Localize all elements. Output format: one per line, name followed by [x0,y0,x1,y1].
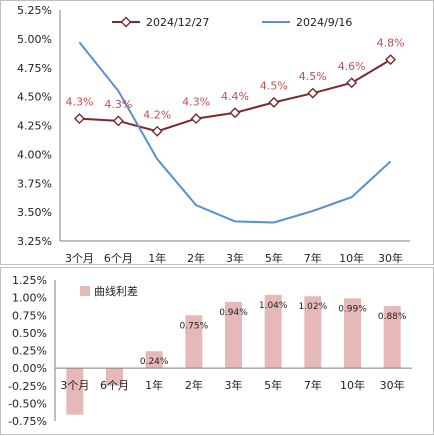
top-x-tick-label: 7年 [304,251,322,265]
top-legend: 2024/12/27 2024/9/16 [112,16,352,29]
data-label: 4.5% [299,70,327,83]
bar-data-label: 1.04% [259,301,288,311]
legend-label: 2024/12/27 [146,16,209,29]
data-point-marker [346,77,358,89]
bar-data-label: 0.99% [338,304,367,314]
bar-data-label: 1.02% [299,302,328,312]
top-x-tick-label: 3个月 [65,252,94,265]
data-label: 4.3% [182,96,210,109]
top-x-tick-label: 6个月 [104,252,133,265]
bottom-x-tick-label: 30年 [380,378,405,392]
bottom-y-tick-label: 0.25% [12,345,47,358]
bar [185,315,203,369]
bottom-y-tick-label: 1.00% [12,292,47,305]
bar [304,296,322,369]
top-x-tick-label: 5年 [265,251,283,265]
bottom-x-tick-label: 7年 [304,378,322,392]
bar-data-label: 0.24% [140,357,169,367]
top-chart-yield-curve: 3.25% 3.50% 3.75% 4.00% 4.25% 4.50% 4.75% 5.00%… [17,4,410,265]
bar [344,298,361,369]
bottom-x-tick-label: 3年 [225,378,243,392]
bottom-x-tick-label: 1年 [145,378,163,392]
top-y-tick-label: 4.25% [17,120,52,133]
bottom-y-tick-label: -0.25% [8,380,47,393]
top-y-tick-label: 4.75% [17,62,52,75]
data-label: 4.5% [260,79,288,92]
data-point-marker [112,115,124,127]
top-y-tick-label: 3.25% [17,235,52,248]
legend-label: 2024/9/16 [296,16,352,29]
bottom-chart-curve-spread: -0.75% -0.50% -0.25% 0.00% 0.25% 0.50% 0.75% 1.… [8,274,412,428]
bottom-y-tick-label: 0.75% [12,309,47,322]
data-point-marker [385,54,397,66]
bar-data-label: 0.75% [180,321,209,331]
bottom-y-tick-label: 1.25% [12,274,47,287]
bottom-x-tick-label: 5年 [264,378,282,392]
bar [264,294,282,369]
top-x-tick-label: 2年 [187,251,205,265]
top-y-tick-label: 4.00% [17,148,52,161]
top-x-tick-label: 10年 [339,251,364,265]
top-y-tick-label: 3.75% [17,177,52,190]
top-x-tick-label: 30年 [378,251,403,265]
data-label: 4.8% [377,37,405,50]
data-label: 4.4% [221,90,249,103]
top-y-tick-label: 4.50% [17,91,52,104]
series-line-2024/9/16 [78,41,392,224]
top-y-tick-label: 5.25% [17,4,52,17]
bottom-x-tick-label: 10年 [340,378,365,392]
data-point-marker [268,96,280,108]
top-x-tick-label: 3年 [226,251,244,265]
bar [225,301,242,369]
bar [383,306,401,369]
bottom-chart-border [0,267,434,435]
data-label: 4.2% [143,108,171,121]
bottom-y-tick-label: 0.50% [12,327,47,340]
bar [145,351,163,369]
data-point-marker [229,107,241,119]
top-y-tick-label: 5.00% [17,33,52,46]
data-point-marker [307,87,319,99]
bottom-y-tick-label: 0.00% [12,362,47,375]
bar [106,368,123,386]
data-label: 4.3% [104,98,132,111]
top-y-tick-label: 3.50% [17,206,52,219]
bottom-x-tick-label: 3个月 [60,379,89,392]
bar-data-label: 0.88% [378,312,407,322]
bottom-x-tick-label: 6个月 [100,379,129,392]
bar-data-label: 0.94% [219,308,248,318]
legend-marker-swatch [120,16,132,28]
data-label: 4.3% [65,96,93,109]
data-point-marker [151,125,163,137]
data-label: 4.6% [338,60,366,73]
bottom-y-tick-label: -0.50% [8,397,47,410]
data-point-marker [190,113,202,125]
data-point-marker [73,113,85,125]
top-chart-border [0,0,434,265]
bar [66,368,84,415]
bottom-x-tick-label: 2年 [185,378,203,392]
bottom-y-tick-label: -0.75% [8,415,47,428]
bottom-legend: 曲线利差 [80,284,138,298]
top-x-tick-label: 1年 [148,251,166,265]
legend-bar-swatch [80,286,90,296]
legend-label: 曲线利差 [94,284,138,298]
